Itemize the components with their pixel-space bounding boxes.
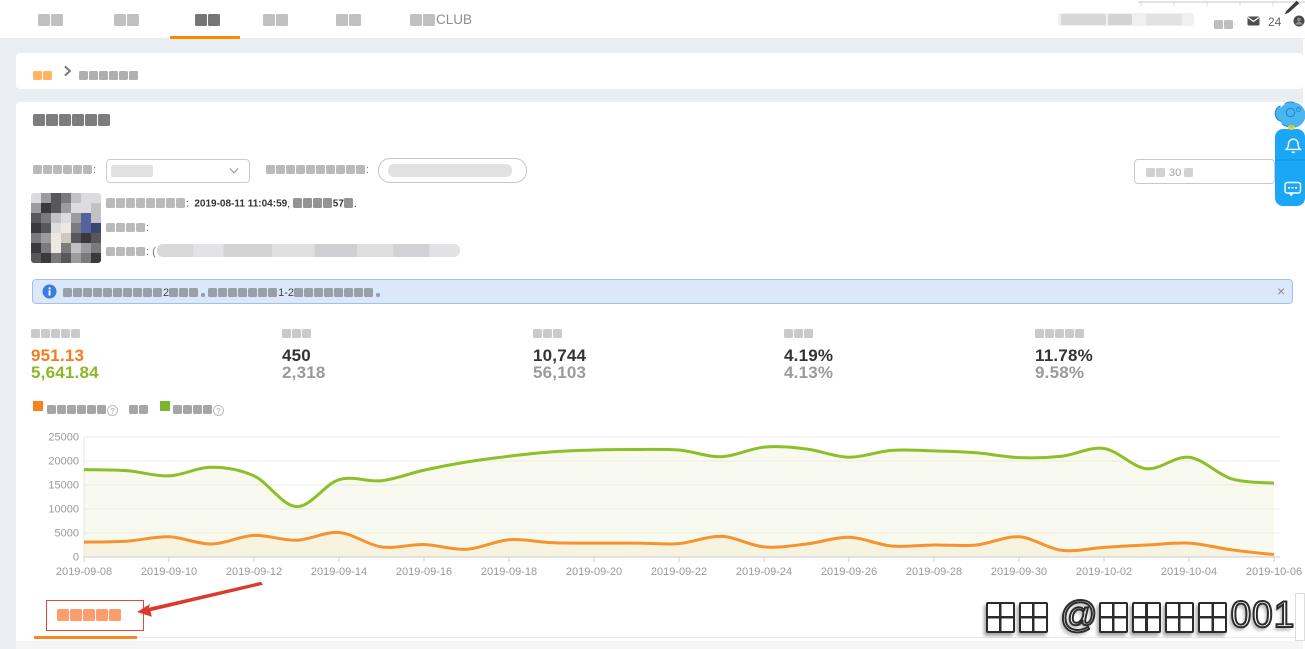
svg-text:2019-09-10: 2019-09-10 bbox=[141, 566, 197, 578]
svg-text:25000: 25000 bbox=[48, 432, 79, 444]
svg-text:2019-09-12: 2019-09-12 bbox=[226, 566, 282, 578]
svg-text:2019-09-22: 2019-09-22 bbox=[651, 566, 707, 578]
svg-text:2019-09-14: 2019-09-14 bbox=[311, 566, 367, 578]
svg-text:2019-09-28: 2019-09-28 bbox=[906, 566, 962, 578]
svg-text:2019-09-16: 2019-09-16 bbox=[396, 566, 452, 578]
svg-text:2019-09-24: 2019-09-24 bbox=[736, 566, 792, 578]
svg-text:2019-09-30: 2019-09-30 bbox=[991, 566, 1047, 578]
svg-text:2019-10-04: 2019-10-04 bbox=[1161, 566, 1217, 578]
svg-text:15000: 15000 bbox=[48, 480, 79, 492]
svg-text:0: 0 bbox=[73, 552, 79, 564]
svg-text:2019-09-26: 2019-09-26 bbox=[821, 566, 877, 578]
svg-text:2019-09-18: 2019-09-18 bbox=[481, 566, 537, 578]
svg-text:20000: 20000 bbox=[48, 456, 79, 468]
svg-text:10000: 10000 bbox=[48, 504, 79, 516]
svg-text:2019-10-06: 2019-10-06 bbox=[1246, 566, 1302, 578]
svg-text:2019-09-20: 2019-09-20 bbox=[566, 566, 622, 578]
svg-text:2019-10-02: 2019-10-02 bbox=[1076, 566, 1132, 578]
svg-text:5000: 5000 bbox=[55, 528, 79, 540]
svg-text:2019-09-08: 2019-09-08 bbox=[56, 566, 112, 578]
